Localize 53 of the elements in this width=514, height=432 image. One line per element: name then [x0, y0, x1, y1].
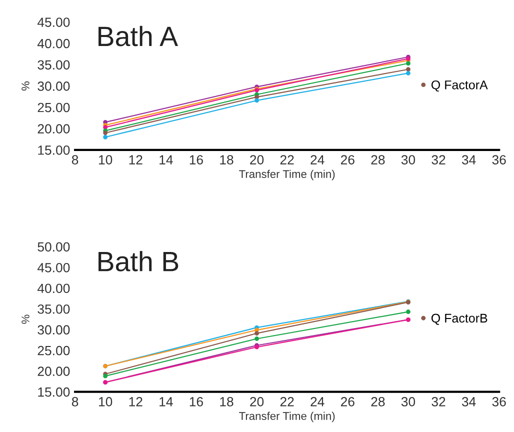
- x-tick-label: 36: [492, 155, 506, 164]
- x-tick-label: 22: [280, 397, 294, 406]
- x-tick-label: 12: [129, 155, 142, 164]
- x-tick-label: 8: [72, 397, 78, 406]
- x-tick-label: 20: [250, 397, 264, 406]
- y-tick-label: 40.00: [37, 38, 70, 48]
- y-tick-label: 15.00: [38, 145, 70, 155]
- legend-label: Q FactorA: [431, 80, 488, 92]
- x-axis-title: Transfer Time (min): [239, 412, 335, 422]
- x-tick-label: 8: [72, 155, 78, 164]
- y-axis-title: %: [22, 81, 30, 91]
- y-tick-label: 15.00: [38, 387, 70, 397]
- y-axis-title: %: [22, 314, 30, 324]
- chart-title: Bath B: [98, 251, 178, 272]
- y-tick-label: 30.00: [38, 325, 70, 335]
- x-tick-label: 14: [160, 397, 173, 406]
- x-tick-label: 32: [432, 155, 446, 164]
- x-tick-label: 24: [310, 397, 324, 406]
- y-tick-label: 20.00: [38, 124, 70, 134]
- x-tick-label: 18: [220, 397, 234, 406]
- x-tick-label: 22: [280, 155, 294, 164]
- x-tick-label: 34: [462, 155, 476, 164]
- x-tick-label: 32: [432, 397, 446, 406]
- legend-label: Q FactorB: [431, 314, 488, 325]
- y-tick-label: 25.00: [38, 102, 70, 112]
- chart-title: Bath A: [98, 26, 178, 46]
- x-tick-label: 30: [401, 155, 416, 164]
- x-tick-label: 10: [99, 397, 112, 406]
- x-tick-label: 30: [401, 397, 416, 406]
- x-tick-label: 28: [371, 155, 385, 164]
- y-tick-label: 25.00: [38, 346, 70, 356]
- y-tick-label: 35.00: [38, 304, 70, 314]
- x-tick-label: 16: [190, 155, 203, 164]
- x-tick-label: 18: [220, 155, 234, 164]
- x-tick-label: 26: [340, 155, 354, 164]
- y-tick-label: 30.00: [38, 82, 70, 91]
- x-tick-label: 20: [250, 155, 264, 164]
- y-tick-label: 35.00: [38, 60, 70, 70]
- x-tick-label: 16: [190, 397, 203, 406]
- x-tick-label: 26: [340, 397, 354, 406]
- y-tick-label: 40.00: [37, 284, 70, 294]
- x-tick-label: 34: [462, 397, 476, 406]
- y-tick-label: 45.00: [37, 18, 70, 27]
- x-tick-label: 14: [160, 155, 173, 164]
- x-tick-label: 28: [371, 397, 385, 406]
- y-tick-label: 20.00: [38, 366, 70, 376]
- x-tick-label: 36: [492, 397, 506, 406]
- x-tick-label: 12: [129, 397, 142, 406]
- x-tick-label: 10: [99, 155, 112, 164]
- x-tick-label: 24: [310, 155, 324, 164]
- x-axis-title: Transfer Time (min): [239, 170, 335, 180]
- y-tick-label: 45.00: [37, 262, 70, 272]
- y-tick-label: 50.00: [38, 242, 70, 252]
